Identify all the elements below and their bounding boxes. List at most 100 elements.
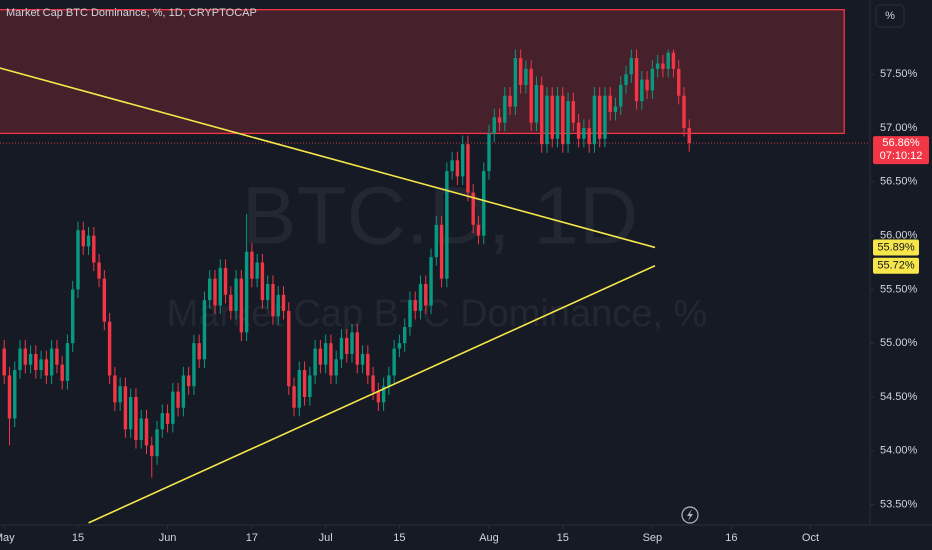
candle-body — [592, 95, 597, 145]
candle-body — [18, 348, 22, 371]
trendline-price-label: 55.72% — [877, 260, 915, 272]
candle-body — [387, 375, 391, 387]
candle-body — [323, 343, 328, 365]
candle-body — [345, 337, 349, 354]
x-tick-label: Jun — [159, 532, 177, 544]
trendline-price-tag — [873, 257, 919, 274]
candle-body — [624, 74, 628, 85]
candle-body — [429, 257, 433, 306]
candle-body — [571, 101, 576, 123]
candle-body — [366, 353, 370, 376]
candle-body — [213, 278, 217, 306]
candle-body — [92, 235, 96, 263]
x-tick-label: 15 — [72, 532, 84, 544]
trendline-price-label: 55.89% — [877, 241, 915, 253]
candle-body — [139, 418, 143, 441]
candle-body — [561, 95, 565, 145]
candle-body — [424, 284, 428, 306]
candle-body — [466, 144, 470, 193]
candle-body — [650, 68, 655, 91]
candle-body — [487, 133, 491, 172]
candle-body — [576, 122, 581, 139]
candle-body — [255, 262, 259, 279]
candle-body — [439, 224, 444, 279]
x-tick-label: 15 — [393, 532, 405, 544]
candle-body — [392, 348, 396, 376]
x-tick-label: Aug — [479, 532, 499, 544]
candle-body — [218, 267, 222, 306]
candle-body — [640, 79, 644, 102]
candle-body — [23, 348, 28, 365]
candle-body — [603, 95, 607, 139]
candle-body — [113, 375, 117, 403]
candle-body — [492, 117, 496, 134]
candle-body — [629, 58, 634, 75]
candle-body — [234, 278, 238, 311]
candle-body — [76, 230, 80, 290]
scale-button-label[interactable]: % — [885, 10, 895, 22]
candle-body — [634, 58, 639, 102]
candle-body — [434, 224, 439, 258]
candle-body — [223, 267, 228, 295]
candle-body — [597, 95, 602, 139]
candle-body — [524, 68, 528, 85]
x-tick-label: Jul — [319, 532, 333, 544]
candle-body — [55, 348, 59, 365]
y-tick-label: 55.00% — [880, 337, 918, 349]
replay-icon[interactable] — [681, 506, 699, 524]
candle-body — [397, 343, 402, 349]
candle-body — [619, 84, 623, 107]
candle-body — [44, 359, 49, 376]
candle-body — [508, 95, 512, 107]
candle-body — [371, 375, 375, 392]
candle-body — [313, 348, 317, 376]
last-price-label: 56.86% — [882, 137, 920, 149]
y-tick-label: 53.50% — [880, 498, 918, 510]
candle-body — [471, 192, 475, 225]
candle-body — [150, 445, 154, 457]
candle-body — [582, 128, 586, 139]
candle-body — [160, 413, 165, 430]
candle-body — [671, 52, 676, 69]
candle-body — [413, 300, 417, 311]
candle-body — [186, 375, 191, 387]
plot — [0, 9, 870, 524]
last-price-tag — [873, 136, 929, 165]
candle-body — [402, 327, 407, 344]
candle-body — [455, 160, 460, 177]
candle-body — [65, 343, 70, 381]
candle-body — [318, 348, 323, 365]
y-tick-label: 57.00% — [880, 122, 918, 134]
zone — [0, 9, 845, 135]
candle-body — [281, 294, 286, 311]
candle-body — [197, 343, 201, 360]
candle-body — [302, 370, 307, 397]
candle-body — [555, 95, 560, 139]
x-tick-label: May — [0, 532, 15, 544]
candle-body — [250, 251, 254, 279]
candle-body — [529, 68, 533, 123]
candle-body — [381, 386, 386, 403]
candle-body — [329, 343, 333, 376]
trendline — [88, 264, 656, 524]
candle-body — [503, 95, 507, 123]
x-tick-label: Sep — [643, 532, 663, 544]
candle-body — [81, 230, 85, 247]
candle-body — [292, 386, 296, 408]
candle-body — [155, 429, 159, 457]
candle-body — [445, 171, 449, 279]
candle-body — [86, 235, 91, 247]
candle-body — [460, 144, 465, 177]
trendline-price-tag — [873, 239, 919, 256]
scale-button[interactable] — [875, 4, 905, 28]
x-tick-label: 15 — [557, 532, 569, 544]
candle-body — [28, 353, 33, 365]
candle-body — [60, 364, 64, 381]
candle-body — [682, 95, 686, 129]
candle-body — [666, 52, 670, 69]
candle-body — [339, 337, 344, 360]
candle-body — [71, 289, 75, 344]
candle-body — [334, 359, 338, 376]
candle-body — [2, 348, 6, 376]
